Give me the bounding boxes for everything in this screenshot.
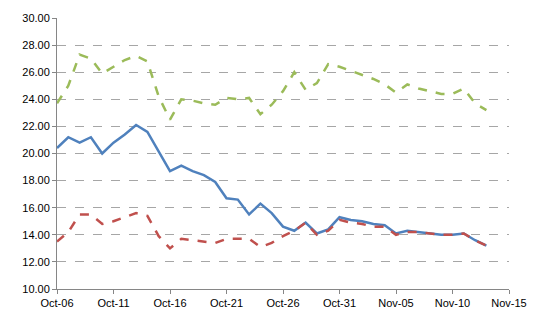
- svg-text:30.00: 30.00: [22, 12, 50, 24]
- svg-text:Oct-16: Oct-16: [153, 297, 186, 309]
- svg-text:12.00: 12.00: [22, 256, 50, 268]
- svg-text:28.00: 28.00: [22, 39, 50, 51]
- svg-text:10.00: 10.00: [22, 283, 50, 295]
- svg-text:Oct-21: Oct-21: [210, 297, 243, 309]
- svg-text:26.00: 26.00: [22, 66, 50, 78]
- svg-text:22.00: 22.00: [22, 120, 50, 132]
- svg-text:Oct-06: Oct-06: [40, 297, 73, 309]
- svg-text:Nov-05: Nov-05: [378, 297, 413, 309]
- svg-text:14.00: 14.00: [22, 229, 50, 241]
- svg-text:16.00: 16.00: [22, 202, 50, 214]
- svg-text:Oct-11: Oct-11: [97, 297, 129, 309]
- svg-text:Oct-26: Oct-26: [266, 297, 299, 309]
- svg-text:Nov-15: Nov-15: [491, 297, 526, 309]
- svg-text:Oct-31: Oct-31: [323, 297, 356, 309]
- svg-text:20.00: 20.00: [22, 147, 50, 159]
- svg-text:24.00: 24.00: [22, 93, 50, 105]
- svg-text:Nov-10: Nov-10: [435, 297, 470, 309]
- svg-text:18.00: 18.00: [22, 174, 50, 186]
